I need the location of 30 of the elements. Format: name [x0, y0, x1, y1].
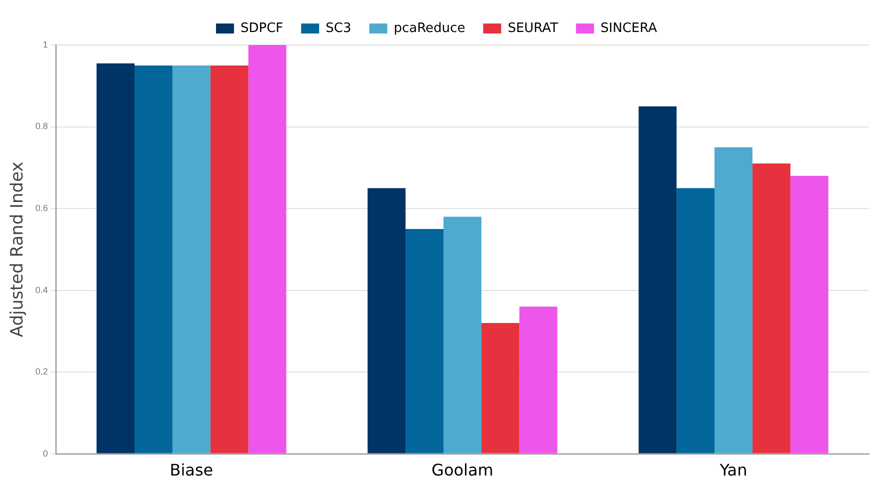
x-tick-label: Biase: [170, 460, 214, 480]
bar: [248, 45, 286, 454]
y-tick-label: 0.2: [35, 366, 48, 377]
legend-label: SDPCF: [240, 20, 284, 36]
bar: [96, 63, 135, 454]
bar: [443, 216, 482, 454]
bar: [134, 65, 172, 454]
bar: [210, 65, 248, 454]
y-tick-label: 1: [42, 39, 48, 50]
bar: [638, 106, 677, 454]
legend-label: SC3: [326, 20, 352, 36]
bar: [519, 306, 558, 454]
y-tick-label: 0.8: [35, 121, 48, 132]
x-tick-label: Yan: [718, 460, 748, 480]
bar: [752, 164, 790, 454]
bar: [481, 322, 520, 454]
y-tick-label: 0.6: [35, 203, 48, 214]
bar: [368, 188, 406, 454]
legend-label: pcaReduce: [394, 20, 466, 36]
legend-label: SINCERA: [600, 20, 658, 36]
y-tick-label: 0: [42, 448, 48, 458]
bar: [790, 176, 828, 454]
x-tick-label: Goolam: [432, 460, 494, 480]
y-tick-label: 0.4: [35, 284, 48, 295]
bar: [714, 147, 752, 454]
bar: [676, 188, 715, 454]
bar: [406, 228, 444, 454]
legend-label: SEURAT: [508, 20, 558, 36]
bar: [172, 65, 210, 454]
y-axis-title: Adjusted Rand Index: [8, 162, 28, 338]
